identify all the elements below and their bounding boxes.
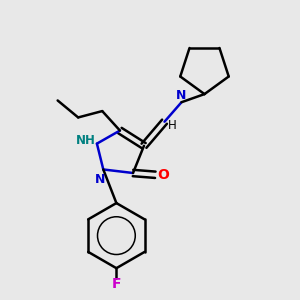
Text: N: N bbox=[94, 173, 105, 186]
Text: N: N bbox=[176, 89, 186, 102]
Text: NH: NH bbox=[76, 134, 96, 147]
Text: F: F bbox=[112, 277, 121, 291]
Text: H: H bbox=[168, 119, 177, 132]
Text: O: O bbox=[157, 168, 169, 182]
